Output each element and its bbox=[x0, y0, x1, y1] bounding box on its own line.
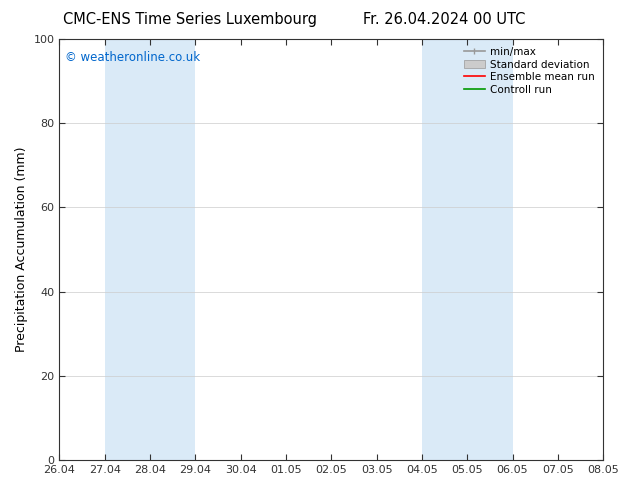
Bar bbox=[105, 39, 195, 460]
Legend: min/max, Standard deviation, Ensemble mean run, Controll run: min/max, Standard deviation, Ensemble me… bbox=[461, 44, 598, 98]
Y-axis label: Precipitation Accumulation (mm): Precipitation Accumulation (mm) bbox=[15, 147, 28, 352]
Text: © weatheronline.co.uk: © weatheronline.co.uk bbox=[65, 51, 200, 64]
Bar bbox=[422, 39, 512, 460]
Text: CMC-ENS Time Series Luxembourg: CMC-ENS Time Series Luxembourg bbox=[63, 12, 317, 27]
Text: Fr. 26.04.2024 00 UTC: Fr. 26.04.2024 00 UTC bbox=[363, 12, 525, 27]
